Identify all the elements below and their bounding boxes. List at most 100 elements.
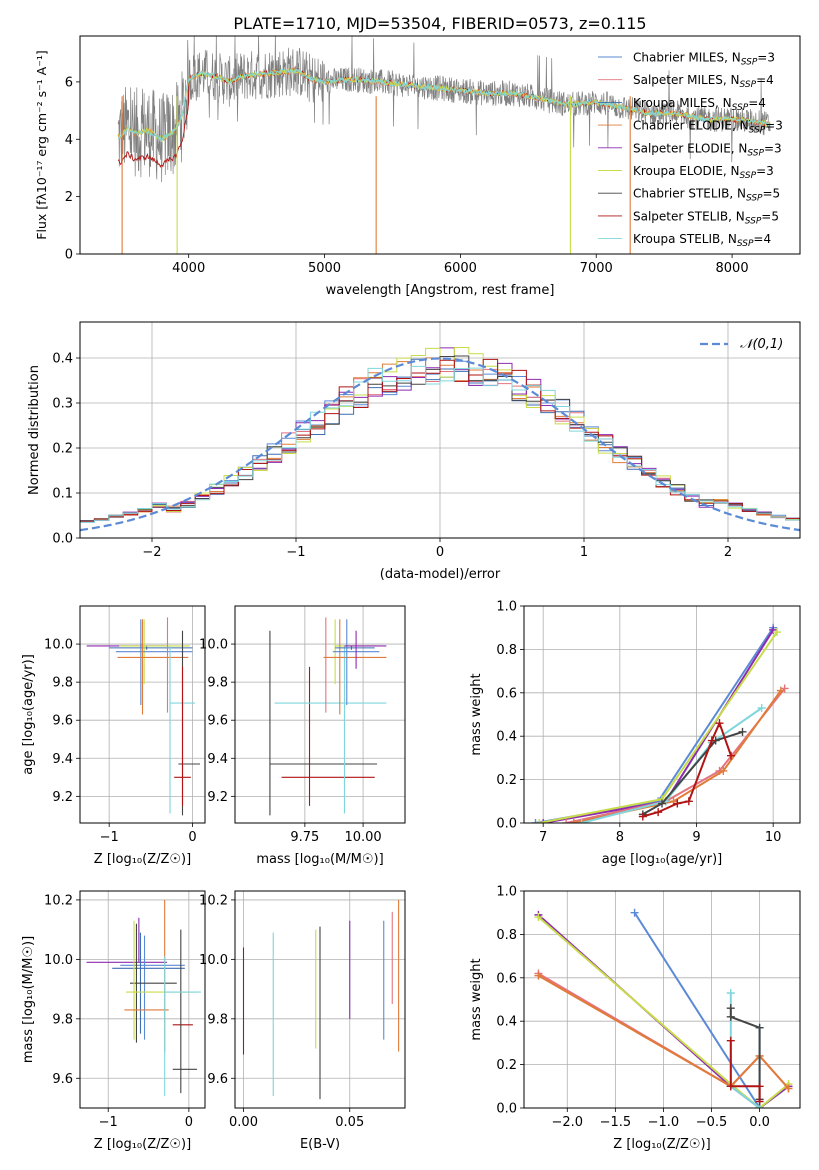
y-axis-label: mass weight (469, 673, 484, 755)
residual-histogram-step (80, 358, 800, 538)
y-tick-label: 10.0 (44, 953, 73, 968)
y-tick-label: 4 (65, 133, 73, 148)
plot-area-age-vs-mass (235, 606, 405, 823)
axes-frame (79, 605, 206, 824)
x-tick-label: 0 (436, 545, 444, 560)
y-tick-label: 2 (65, 190, 73, 205)
axes-frame (79, 35, 801, 255)
normal-reference-curve (80, 357, 800, 532)
x-tick-label: 1 (580, 545, 588, 560)
mass-weight-marker (569, 819, 578, 823)
mass-weight-marker (534, 913, 543, 922)
y-tick-label: 9.6 (52, 714, 73, 729)
spectrum-legend: Chabrier MILES, NSSP=3 Salpeter MILES, NS… (598, 51, 783, 249)
mass-weight-line (539, 631, 778, 823)
y-axis-label: Flux [fλ10⁻¹⁷ erg cm⁻² s⁻¹ A⁻¹] (34, 50, 49, 239)
y-tick-label: 6 (65, 75, 73, 90)
mass-weight-marker (654, 808, 663, 817)
x-tick-label: 5000 (308, 261, 341, 276)
y-tick-label: 0.0 (496, 817, 517, 832)
axes-frame (234, 890, 406, 1109)
y-tick-label: 9.2 (207, 790, 228, 805)
axes-frame (234, 605, 406, 824)
y-tick-label: 0 (65, 248, 73, 263)
x-axis-label: Z [log₁₀(Z/Z☉)] (613, 1137, 710, 1152)
y-tick-label: 9.8 (52, 1012, 73, 1027)
x-tick-label: 9.75 (290, 830, 319, 845)
mass-weight-line (729, 1040, 761, 1102)
axes-age-vs-mass: 9.75 10.00 9.2 9.4 9.6 9.8 10.0 mass [log₁₀(M/M… (199, 605, 406, 867)
x-tick-label: 4000 (172, 261, 205, 276)
mass-weight-marker (562, 819, 571, 823)
x-tick-label: −2.0 (551, 1115, 583, 1130)
mass-weight-line (729, 993, 761, 1108)
legend-entry: Kroupa ELODIE, NSSP=3 (633, 164, 774, 181)
y-tick-label: 0.4 (496, 730, 517, 745)
axes-residuals: −2 −1 0 1 2 0.0 0.1 0.2 0.3 0.4 (data-model)/error… (27, 321, 801, 582)
mass-weight-line (729, 1008, 761, 1100)
y-tick-label: 9.6 (52, 1072, 73, 1087)
plot-area-mass-vs-Z (80, 891, 205, 1108)
y-axis-label: age [log₁₀(age/yr)] (21, 654, 36, 775)
legend-entry: 𝒩(0,1) (740, 337, 783, 352)
mass-weight-marker (531, 819, 540, 823)
x-axis-label: wavelength [Angstrom, rest frame] (326, 283, 555, 298)
legend-entry: Kroupa MILES, NSSP=4 (633, 96, 766, 113)
axes-age-vs-Z: −1 0 9.2 9.4 9.6 9.8 10.0 Z [log₁₀(Z/Z☉)] age [l… (21, 605, 206, 867)
mass-weight-marker (719, 766, 728, 775)
legend-entry: Salpeter ELODIE, NSSP=3 (633, 141, 782, 158)
plot-area-weight-vs-age (524, 606, 800, 823)
mass-weight-marker (539, 819, 548, 823)
x-tick-label: −2 (142, 545, 161, 560)
mass-weight-marker (715, 719, 724, 728)
mass-weight-line (537, 974, 790, 1090)
mass-weight-marker (757, 703, 766, 712)
plot-area-age-vs-Z (80, 606, 205, 823)
axes-mass-vs-EBV: 0.00 0.05 9.6 9.8 10.0 10.2 E(B-V) (199, 890, 406, 1152)
y-axis-label: mass weight (469, 958, 484, 1040)
y-tick-label: 1.0 (496, 600, 517, 615)
x-tick-label: 9 (692, 830, 700, 845)
x-tick-label: 7 (539, 830, 547, 845)
x-tick-label: −0.5 (696, 1115, 728, 1130)
mass-weight-marker (773, 628, 781, 637)
legend-entry: Kroupa STELIB, NSSP=4 (633, 232, 771, 249)
y-tick-label: 9.6 (207, 714, 228, 729)
plot-area-residuals (80, 322, 800, 538)
axes-mass-vs-Z: −1 0 9.6 9.8 10.0 10.2 Z [log₁₀(Z/Z☉)] mass [lo… (21, 890, 206, 1152)
y-tick-label: 0.4 (52, 352, 73, 367)
model-fit-line (117, 68, 771, 143)
x-tick-label: 10 (765, 830, 782, 845)
mass-weight-marker (755, 1097, 764, 1106)
x-axis-label: mass [log₁₀(M/M☉)] (256, 852, 383, 867)
x-tick-label: 6000 (444, 261, 477, 276)
mass-weight-marker (738, 727, 747, 736)
axes-spectrum: 4000 5000 6000 7000 8000 0 2 4 6 wavelength [Angs… (34, 35, 801, 298)
legend-entry: Salpeter MILES, NSSP=4 (633, 73, 774, 90)
x-tick-label: 8 (616, 830, 624, 845)
mass-weight-marker (726, 988, 735, 997)
y-tick-label: 1.0 (496, 885, 517, 900)
x-tick-label: 8000 (716, 261, 749, 276)
y-axis-label: Normed distribution (27, 365, 42, 495)
x-tick-label: 0.00 (229, 1115, 258, 1130)
mass-weight-marker (658, 799, 666, 808)
axes-frame (79, 321, 801, 539)
mass-weight-marker (755, 1023, 764, 1032)
y-tick-label: 9.4 (52, 752, 73, 767)
plot-area-weight-vs-Z (524, 891, 800, 1108)
y-axis-label: mass [log₁₀(M/M☉)] (21, 936, 36, 1063)
x-tick-label: 0 (185, 1115, 193, 1130)
plot-area-mass-vs-EBV (235, 891, 405, 1108)
y-tick-label: 0.0 (52, 532, 73, 547)
x-tick-label: 10.00 (344, 830, 381, 845)
mass-weight-marker (726, 1004, 735, 1013)
legend-entry: Chabrier ELODIE, NSSP=3 (633, 119, 783, 136)
mass-weight-marker (707, 736, 716, 745)
y-tick-label: 10.2 (44, 893, 73, 908)
x-axis-label: E(B-V) (300, 1137, 340, 1152)
x-axis-label: (data-model)/error (380, 567, 501, 582)
legend-entry: Chabrier STELIB, NSSP=5 (633, 187, 780, 204)
y-tick-label: 0.6 (496, 971, 517, 986)
x-tick-label: 0.05 (335, 1115, 364, 1130)
